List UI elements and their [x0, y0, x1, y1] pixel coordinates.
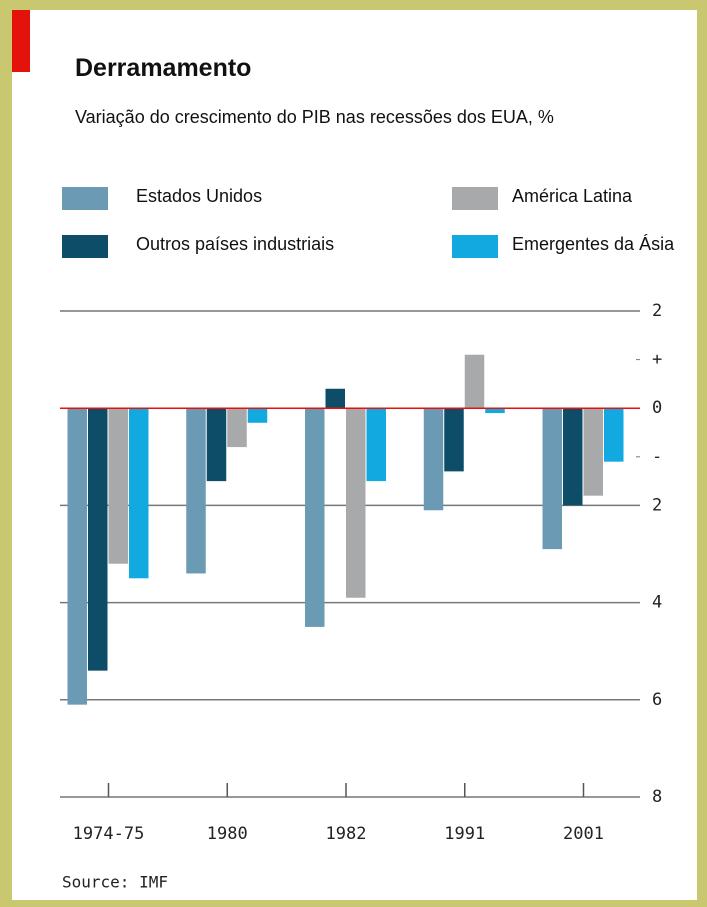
x-tick-label: 1980: [207, 824, 248, 844]
chart-title: Derramamento: [75, 54, 252, 82]
legend-label: Estados Unidos: [136, 186, 263, 206]
bar: [346, 408, 366, 598]
bar: [227, 408, 247, 448]
bar: [542, 408, 562, 550]
y-tick-label: -: [652, 447, 662, 467]
bar: [305, 408, 325, 627]
bar: [186, 408, 206, 574]
y-tick-label: 4: [652, 593, 662, 613]
bar: [325, 388, 345, 409]
legend-label: América Latina: [512, 186, 633, 206]
x-tick-label: 1991: [444, 824, 485, 844]
source: Source: IMF: [62, 873, 168, 892]
y-tick-label: 0: [652, 398, 662, 418]
bar: [444, 408, 464, 472]
y-tick-label: 2: [652, 301, 662, 321]
y-tick-label: 2: [652, 495, 662, 515]
legend-swatch: [452, 187, 498, 210]
x-tick-label: 2001: [563, 824, 604, 844]
legend-swatch: [62, 187, 108, 210]
bar: [88, 408, 108, 671]
x-tick-label: 1974-75: [73, 824, 145, 844]
bar: [247, 408, 268, 423]
bar: [129, 408, 149, 579]
accent-bar: [12, 10, 30, 72]
bar: [67, 408, 87, 705]
bar: [206, 408, 227, 482]
bar: [563, 408, 583, 506]
bar: [423, 408, 444, 511]
bar: [485, 408, 505, 414]
bar: [108, 408, 128, 564]
y-tick-label: 8: [652, 787, 662, 807]
chart-subtitle: Variação do crescimento do PIB nas reces…: [75, 107, 554, 127]
x-tick-label: 1982: [326, 824, 367, 844]
y-tick-label: +: [652, 350, 662, 370]
legend-label: Outros países industriais: [136, 234, 335, 254]
bar: [464, 354, 485, 409]
legend-label: Emergentes da Ásia: [512, 234, 675, 254]
bar: [583, 408, 603, 496]
y-tick-label: 6: [652, 690, 662, 710]
bar: [366, 408, 386, 482]
legend-swatch: [452, 235, 498, 258]
legend-swatch: [62, 235, 108, 258]
bar: [604, 408, 624, 462]
